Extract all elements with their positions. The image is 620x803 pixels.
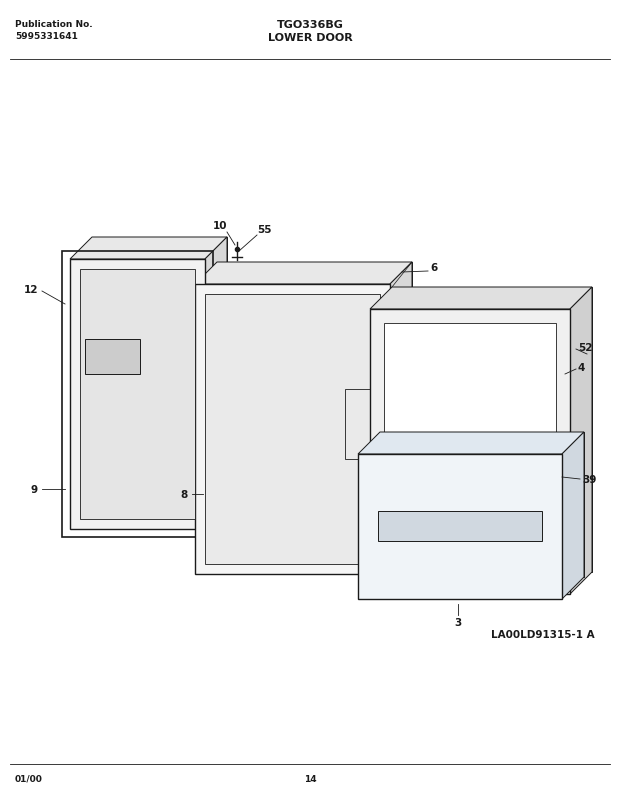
Polygon shape xyxy=(70,238,227,259)
Polygon shape xyxy=(390,263,412,574)
Text: LOWER DOOR: LOWER DOOR xyxy=(268,33,352,43)
Polygon shape xyxy=(205,238,227,529)
Text: TGO336BG: TGO336BG xyxy=(277,20,343,30)
Polygon shape xyxy=(70,259,205,529)
Text: 8: 8 xyxy=(181,489,188,499)
Polygon shape xyxy=(358,433,584,454)
Text: 01/00: 01/00 xyxy=(15,774,43,783)
Text: Publication No.: Publication No. xyxy=(15,20,92,29)
Text: 10: 10 xyxy=(213,221,228,230)
Text: 55: 55 xyxy=(257,225,272,234)
Polygon shape xyxy=(358,454,562,599)
Polygon shape xyxy=(85,340,140,374)
Text: 6: 6 xyxy=(430,263,437,273)
Polygon shape xyxy=(217,263,412,552)
Polygon shape xyxy=(570,287,592,594)
Polygon shape xyxy=(195,263,412,284)
Polygon shape xyxy=(195,284,390,574)
Text: 5995331641: 5995331641 xyxy=(15,32,78,41)
Polygon shape xyxy=(384,324,556,581)
Text: 14: 14 xyxy=(304,774,316,783)
Polygon shape xyxy=(80,270,195,520)
Polygon shape xyxy=(378,512,542,541)
Polygon shape xyxy=(386,439,554,463)
Polygon shape xyxy=(370,310,570,594)
Polygon shape xyxy=(562,433,584,599)
Polygon shape xyxy=(205,295,380,565)
Polygon shape xyxy=(92,238,227,507)
Text: LA00LD91315-1 A: LA00LD91315-1 A xyxy=(492,630,595,639)
Text: 4: 4 xyxy=(578,362,585,373)
Text: 3: 3 xyxy=(454,618,462,627)
Polygon shape xyxy=(370,287,592,310)
Text: 52: 52 xyxy=(578,343,593,353)
Text: 12: 12 xyxy=(24,284,38,295)
Text: 39: 39 xyxy=(582,475,596,484)
Text: 9: 9 xyxy=(31,484,38,495)
Polygon shape xyxy=(380,433,584,577)
Polygon shape xyxy=(392,287,592,573)
